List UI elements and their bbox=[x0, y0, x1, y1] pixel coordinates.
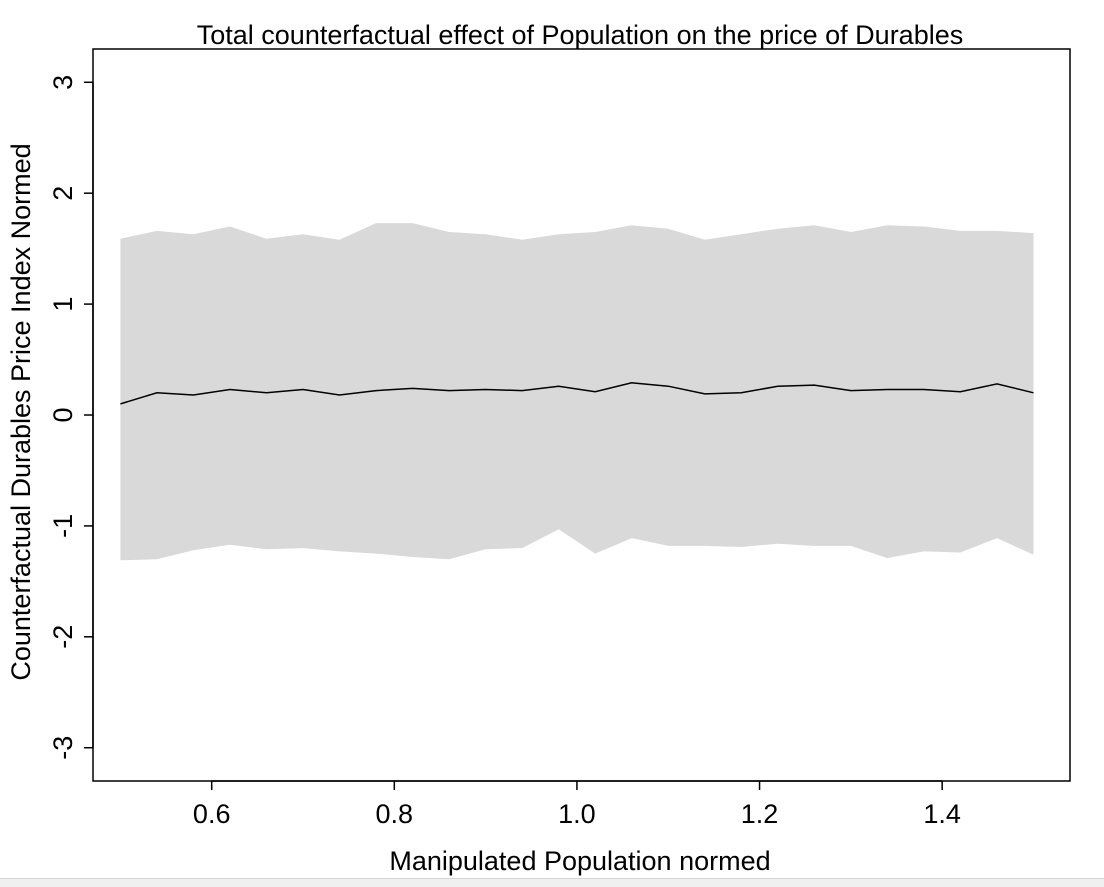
x-tick-label: 1.2 bbox=[741, 799, 779, 829]
confidence-band bbox=[120, 223, 1034, 561]
x-tick-label: 0.8 bbox=[376, 799, 414, 829]
x-tick-label: 1.4 bbox=[923, 799, 961, 829]
x-axis-label: Manipulated Population normed bbox=[389, 846, 770, 876]
effect-line bbox=[120, 382, 1034, 405]
x-tick-label: 0.6 bbox=[193, 799, 231, 829]
x-tick-label: 1.0 bbox=[558, 799, 596, 829]
y-tick-label: 3 bbox=[48, 75, 78, 90]
y-tick-label: -3 bbox=[48, 736, 78, 760]
y-axis-label: Counterfactual Durables Price Index Norm… bbox=[6, 143, 36, 680]
chart-title: Total counterfactual effect of Populatio… bbox=[197, 20, 963, 50]
series-line bbox=[120, 382, 1034, 405]
y-tick-label: -1 bbox=[48, 514, 78, 538]
confidence-band-area bbox=[120, 223, 1034, 561]
y-tick-label: -2 bbox=[48, 625, 78, 649]
window-bottom-bar bbox=[0, 878, 1104, 887]
y-tick-label: 1 bbox=[48, 297, 78, 312]
y-tick-label: 0 bbox=[48, 407, 78, 422]
y-axis: -3 -2 -1 0 1 2 3 bbox=[48, 75, 94, 760]
y-tick-label: 2 bbox=[48, 186, 78, 201]
x-axis: 0.6 0.8 1.0 1.2 1.4 bbox=[193, 780, 961, 829]
